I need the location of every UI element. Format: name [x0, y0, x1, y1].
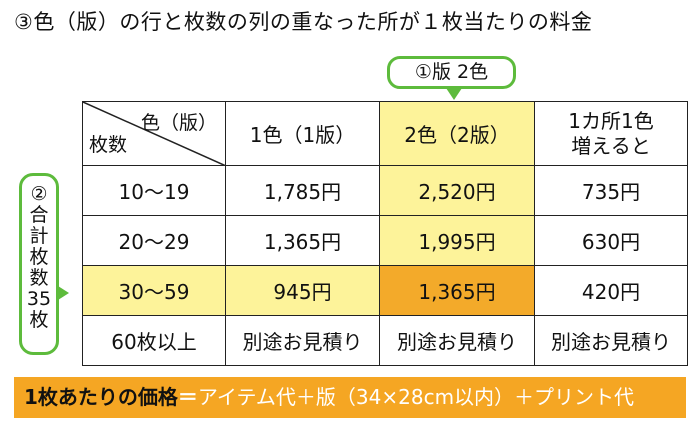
table-header-row: 色（版） 枚数 1色（1版） 2色（2版） 1カ所1色 増えると	[82, 101, 688, 166]
corner-quantity-label: 枚数	[89, 134, 128, 156]
table-row: 60枚以上 別途お見積り 別途お見積り 別途お見積り	[82, 315, 688, 366]
side-callout-pointer	[58, 286, 69, 300]
price-two-color-cell: 2,520円	[379, 165, 535, 216]
price-table: 色（版） 枚数 1色（1版） 2色（2版） 1カ所1色 増えると 10～19 1…	[82, 101, 688, 366]
formula-label: 1枚あたりの価格	[24, 385, 178, 409]
table-row: 20～29 1,365円 1,995円 630円	[82, 215, 688, 266]
price-two-color-cell: 別途お見積り	[379, 315, 535, 366]
price-one-color-cell: 1,785円	[225, 165, 380, 216]
quantity-cell: 10～19	[82, 165, 226, 216]
quantity-cell: 30～59	[82, 265, 226, 316]
price-additional-cell: 420円	[534, 265, 688, 316]
header-additional-color: 1カ所1色 増えると	[534, 101, 688, 166]
price-one-color-cell: 別途お見積り	[225, 315, 380, 366]
price-one-color-cell: 1,365円	[225, 215, 380, 266]
total-quantity-callout: ② 合 計 枚 数 35 枚	[19, 173, 59, 355]
formula-equals: ＝	[177, 385, 198, 409]
page-title: ③色（版）の行と枚数の列の重なった所が１枚当たりの料金	[14, 10, 593, 34]
side-label-char: 枚	[29, 309, 49, 331]
table-row: 30～59 945円 1,365円 420円	[82, 265, 688, 316]
corner-color-label: 色（版）	[140, 112, 217, 134]
header-additional-line2: 増えると	[571, 133, 651, 158]
price-two-color-cell-selected: 1,365円	[379, 265, 535, 316]
side-label-char: 枚	[29, 246, 49, 268]
side-label-char: 数	[29, 267, 49, 289]
price-one-color-cell: 945円	[225, 265, 380, 316]
price-formula-bar: 1枚あたりの価格＝アイテム代＋版（34×28cm以内）＋プリント代	[14, 377, 686, 418]
side-label-char: 合	[29, 204, 49, 226]
price-additional-cell: 735円	[534, 165, 688, 216]
corner-header-cell: 色（版） 枚数	[82, 101, 226, 166]
side-label-char: 計	[29, 225, 49, 247]
table-row: 10～19 1,785円 2,520円 735円	[82, 165, 688, 216]
price-additional-cell: 別途お見積り	[534, 315, 688, 366]
plate-color-callout: ①版 2色	[387, 56, 516, 89]
header-two-color: 2色（2版）	[379, 101, 535, 166]
header-one-color: 1色（1版）	[225, 101, 380, 166]
side-label-char: 35	[26, 288, 52, 310]
diagonal-divider	[83, 102, 226, 166]
quantity-cell: 60枚以上	[82, 315, 226, 366]
callout-pointer	[446, 88, 462, 100]
formula-expression: アイテム代＋版（34×28cm以内）＋プリント代	[197, 385, 635, 409]
header-additional-line1: 1カ所1色	[568, 108, 654, 133]
price-two-color-cell: 1,995円	[379, 215, 535, 266]
side-label-char: ②	[30, 183, 48, 205]
quantity-cell: 20～29	[82, 215, 226, 266]
price-additional-cell: 630円	[534, 215, 688, 266]
